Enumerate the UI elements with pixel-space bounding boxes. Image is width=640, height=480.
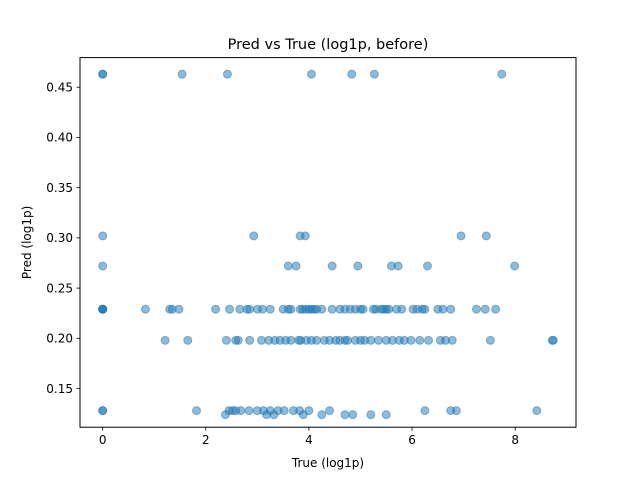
y-tick-label: 0.30 <box>46 231 73 245</box>
data-point <box>340 410 350 420</box>
points-layer <box>98 69 558 420</box>
data-point <box>447 335 457 345</box>
data-point <box>374 335 384 345</box>
data-point <box>286 335 296 345</box>
data-point <box>480 304 490 314</box>
y-axis-ticks: 0.15 0.20 0.25 0.30 0.35 0.40 0.45 <box>46 81 80 396</box>
data-point <box>312 335 322 345</box>
data-point <box>423 261 433 271</box>
x-axis-label: True (log1p) <box>291 456 364 470</box>
data-point <box>420 304 430 314</box>
x-tick-label: 4 <box>305 433 313 447</box>
plot-frame <box>79 57 577 428</box>
data-point <box>327 304 337 314</box>
data-point <box>327 261 337 271</box>
data-point <box>244 406 254 416</box>
data-point <box>384 304 394 314</box>
data-point <box>548 335 558 345</box>
data-point <box>420 406 430 416</box>
data-point <box>347 69 357 79</box>
x-tick-label: 2 <box>202 433 210 447</box>
y-tick-label: 0.35 <box>46 181 73 195</box>
x-tick-label: 6 <box>408 433 416 447</box>
data-point <box>451 406 461 416</box>
y-tick-label: 0.25 <box>46 281 73 295</box>
y-tick-label: 0.40 <box>46 131 73 145</box>
x-axis-ticks: 0 2 4 6 8 <box>99 427 519 447</box>
data-point <box>343 335 353 345</box>
data-point <box>456 231 466 241</box>
data-point <box>471 304 481 314</box>
data-point <box>177 69 187 79</box>
data-point <box>245 304 255 314</box>
data-point <box>358 304 368 314</box>
data-point <box>211 304 221 314</box>
data-point <box>160 335 170 345</box>
data-point <box>485 335 495 345</box>
data-point <box>183 335 193 345</box>
data-point <box>497 69 507 79</box>
data-point <box>510 261 520 271</box>
data-point <box>279 406 289 416</box>
data-point <box>258 304 268 314</box>
data-point <box>286 304 296 314</box>
data-point <box>265 304 275 314</box>
data-point <box>424 335 434 345</box>
data-point <box>236 406 246 416</box>
data-point <box>98 261 108 271</box>
data-point <box>174 304 184 314</box>
data-point <box>222 69 232 79</box>
y-tick-label: 0.15 <box>46 382 73 396</box>
data-point <box>369 69 379 79</box>
data-point <box>307 69 317 79</box>
data-point <box>140 304 150 314</box>
data-point <box>325 406 335 416</box>
data-point <box>249 231 259 241</box>
data-point <box>291 261 301 271</box>
data-point <box>221 335 231 345</box>
data-point <box>233 335 243 345</box>
data-point <box>192 406 202 416</box>
data-point <box>406 335 416 345</box>
data-point <box>446 304 456 314</box>
data-point <box>415 335 425 345</box>
data-point <box>532 406 542 416</box>
data-point <box>393 261 403 271</box>
x-tick-label: 0 <box>99 433 107 447</box>
data-point <box>438 304 448 314</box>
data-point <box>98 304 108 314</box>
y-tick-label: 0.45 <box>46 81 73 95</box>
data-point <box>366 410 376 420</box>
data-point <box>397 304 407 314</box>
data-point <box>304 406 314 416</box>
data-point <box>481 231 491 241</box>
data-point <box>317 304 327 314</box>
y-axis-label: Pred (log1p) <box>20 206 34 279</box>
data-point <box>348 410 358 420</box>
data-point <box>98 69 108 79</box>
x-tick-label: 8 <box>511 433 519 447</box>
data-point <box>245 335 255 345</box>
data-point <box>300 231 310 241</box>
data-point <box>283 261 293 271</box>
data-point <box>98 231 108 241</box>
data-point <box>225 304 235 314</box>
data-point <box>317 410 327 420</box>
y-tick-label: 0.20 <box>46 332 73 346</box>
data-point <box>353 261 363 271</box>
data-point <box>98 406 108 416</box>
data-point <box>366 335 376 345</box>
chart-title: Pred vs True (log1p, before) <box>228 37 429 53</box>
data-point <box>491 304 501 314</box>
data-point <box>381 410 391 420</box>
